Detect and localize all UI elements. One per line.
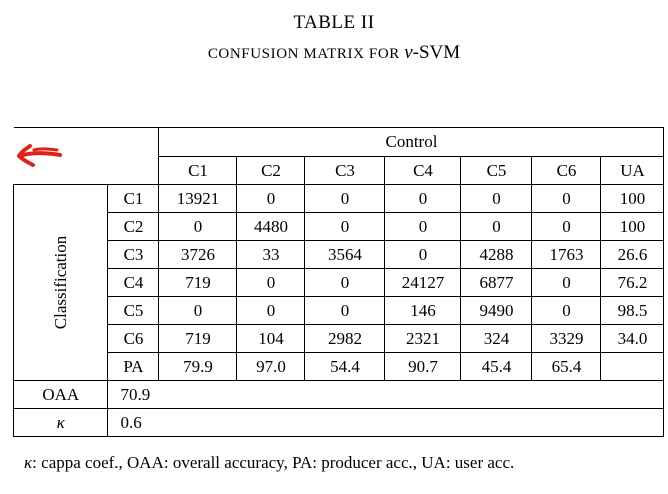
row-label: PA [107,352,160,381]
col-header-c6: C6 [531,155,602,185]
table-row: Classification C1 13921 0 0 0 0 0 100 [12,184,665,381]
cell: 33 [236,240,306,269]
col-header-c5: C5 [460,155,533,185]
col-header-c2: C2 [236,155,306,185]
cell: 0 [158,212,238,241]
cell: 0 [531,296,602,325]
cell: 4480 [236,212,306,241]
cell: 97.0 [236,352,306,381]
cell: 3564 [304,240,386,269]
cell: 0 [460,184,533,213]
cell: 100 [600,212,665,241]
cell: 2982 [304,324,386,353]
cell: 0 [304,184,386,213]
col-header-c1: C1 [158,155,238,185]
table-caption: Confusion Matrix for ν-SVM [0,42,668,64]
cell: 65.4 [531,352,602,381]
cell: 0 [531,212,602,241]
cell: 6877 [460,268,533,297]
nu-symbol: ν [404,42,413,63]
row-label: C3 [107,240,160,269]
cell: 0 [236,268,306,297]
row-label: C1 [107,184,160,213]
cell: 324 [460,324,533,353]
corner-cell [13,127,160,185]
cell: 1763 [531,240,602,269]
control-header: Control [158,127,665,157]
cell: 719 [158,324,238,353]
cell: 0 [236,296,306,325]
table-row: C5 0 0 0 146 9490 0 98.5 [14,296,665,325]
kappa-row: κ 0.6 [12,408,665,437]
cell: 4288 [460,240,533,269]
cell: 719 [158,268,238,297]
cell: 0 [531,268,602,297]
cell: 34.0 [600,324,665,353]
table-row: C4 719 0 0 24127 6877 0 76.2 [14,268,665,297]
cell: 79.9 [158,352,238,381]
table-row: C2 0 4480 0 0 0 0 100 [14,212,665,241]
cell: 0 [460,212,533,241]
cell: 0 [304,296,386,325]
table-row-pa: PA 79.9 97.0 54.4 90.7 45.4 65.4 [14,352,665,381]
cell: 54.4 [304,352,386,381]
cell: 0 [158,296,238,325]
caption-suffix: -SVM [412,42,461,63]
cell: 0 [384,240,462,269]
cell: 3726 [158,240,238,269]
cell: 0 [236,184,306,213]
cell: 0 [304,212,386,241]
classification-label-cell: Classification [12,184,109,381]
kappa-value: 0.6 [107,408,665,437]
oaa-label: OAA [12,380,109,409]
row-label: C4 [107,268,160,297]
cell: 26.6 [600,240,665,269]
row-label: C2 [107,212,160,241]
col-header-ua: UA [600,155,665,185]
cell: 13921 [158,184,238,213]
confusion-matrix-table: Control C1 C2 C3 C4 C5 C6 UA Classificat… [12,127,665,437]
cell: 9490 [460,296,533,325]
cell: 98.5 [600,296,665,325]
cell: 0 [531,184,602,213]
cell: 90.7 [384,352,462,381]
table-row: C3 3726 33 3564 0 4288 1763 26.6 [14,240,665,269]
cell: 104 [236,324,306,353]
oaa-row: OAA 70.9 [12,380,665,409]
oaa-value: 70.9 [107,380,665,409]
cell: 0 [384,184,462,213]
footnote-text: : cappa coef., OAA: overall accuracy, PA… [32,453,515,472]
footnote-kappa: κ [24,453,33,472]
kappa-label: κ [12,408,109,437]
cell: 0 [384,212,462,241]
cell: 2321 [384,324,462,353]
table-row: C6 719 104 2982 2321 324 3329 34.0 [14,324,665,353]
row-label: C5 [107,296,160,325]
cell: 45.4 [460,352,533,381]
cell [600,352,665,381]
footnote: κ: cappa coef., OAA: overall accuracy, P… [24,453,514,473]
cell: 146 [384,296,462,325]
cell: 24127 [384,268,462,297]
cell: 3329 [531,324,602,353]
cell: 76.2 [600,268,665,297]
col-header-c4: C4 [384,155,462,185]
caption-text: Confusion Matrix for [207,46,405,62]
red-arrow-left-icon [16,144,62,167]
classification-label: Classification [51,235,71,330]
cell: 100 [600,184,665,213]
row-label: C6 [107,324,160,353]
table-number: TABLE II [293,12,375,33]
col-header-c3: C3 [304,155,386,185]
cell: 0 [304,268,386,297]
